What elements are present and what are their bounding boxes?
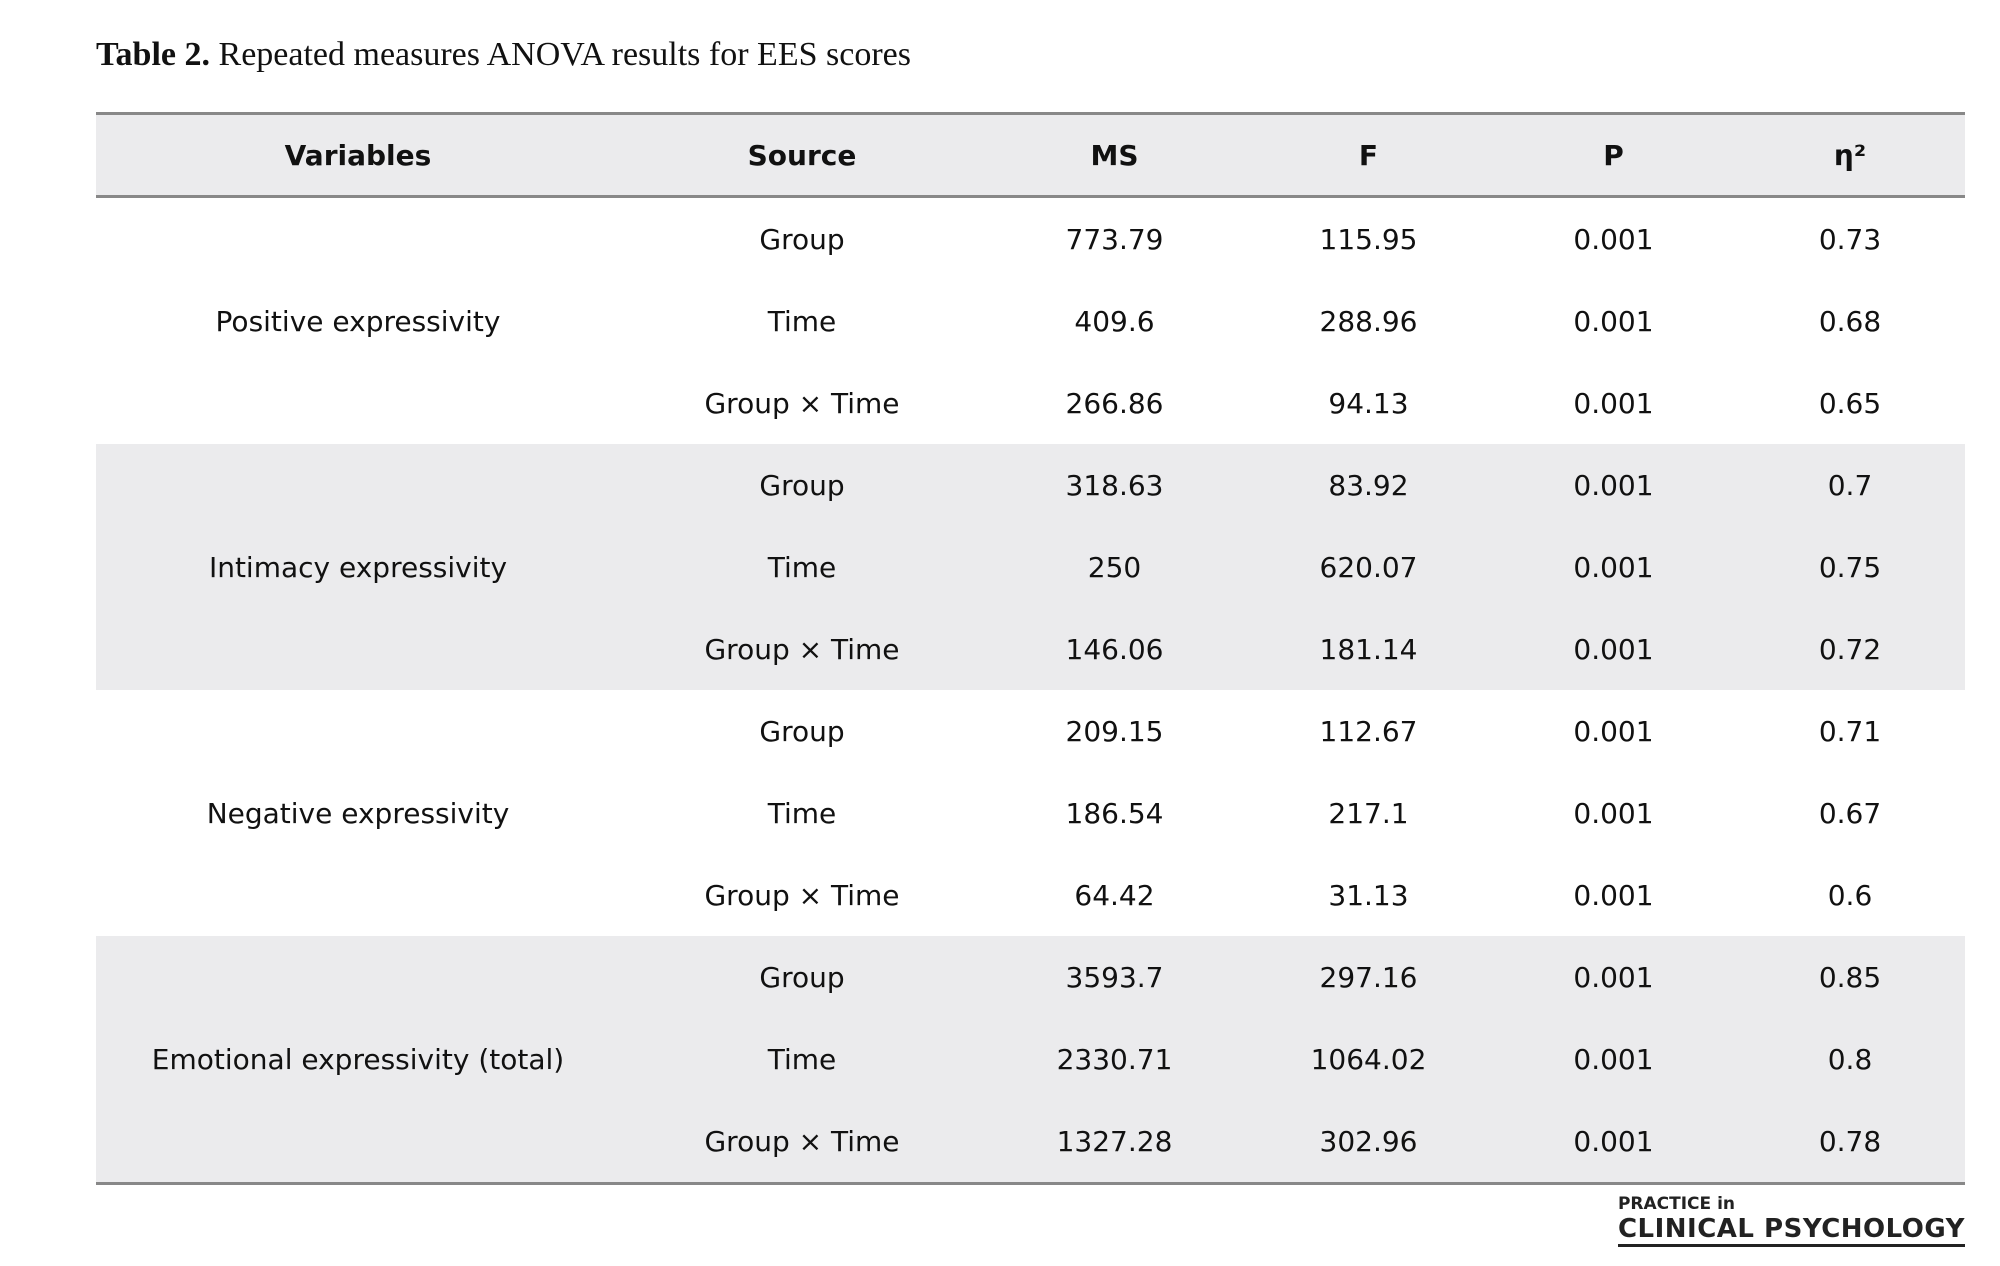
value-cell: 31.13 — [1328, 878, 1409, 912]
value-cell: 0.001 — [1573, 632, 1654, 666]
table-row: Time 186.54 217.1 0.001 0.67 — [96, 772, 1965, 854]
table-row: Group × Time 266.86 94.13 0.001 0.65 — [96, 362, 1965, 444]
value-cell: 0.73 — [1818, 222, 1882, 256]
source-cell: Group — [759, 222, 845, 256]
variable-cell: Intimacy expressivity — [208, 550, 508, 584]
source-cell: Time — [767, 1042, 837, 1076]
source-cell: Group × Time — [704, 632, 900, 666]
source-cell: Group × Time — [704, 1124, 900, 1158]
value-cell: 0.001 — [1573, 468, 1654, 502]
value-cell: 0.68 — [1818, 304, 1882, 338]
value-cell: 0.001 — [1573, 304, 1654, 338]
source-cell: Group × Time — [704, 386, 900, 420]
value-cell: 250 — [1087, 550, 1142, 584]
variable-group: Intimacy expressivity Group 318.63 83.92 0.0… — [96, 444, 1965, 690]
caption-text: Repeated measures ANOVA results for EES … — [218, 36, 911, 73]
column-header: Source — [747, 138, 857, 172]
value-cell: 186.54 — [1065, 796, 1164, 830]
value-cell: 0.72 — [1818, 632, 1882, 666]
column-header: F — [1358, 138, 1379, 172]
logo-bottom: CLINICAL PSYCHOLOGY — [1617, 1214, 1965, 1247]
value-cell: 0.001 — [1573, 1124, 1654, 1158]
value-cell: 181.14 — [1319, 632, 1418, 666]
value-cell: 318.63 — [1065, 468, 1164, 502]
value-cell: 773.79 — [1065, 222, 1164, 256]
value-cell: 64.42 — [1074, 878, 1155, 912]
variable-cell: Emotional expressivity (total) — [151, 1042, 565, 1076]
source-cell: Time — [767, 796, 837, 830]
value-cell: 0.78 — [1818, 1124, 1882, 1158]
value-cell: 0.001 — [1573, 714, 1654, 748]
value-cell: 0.001 — [1573, 386, 1654, 420]
variable-cell: Positive expressivity — [215, 304, 501, 338]
value-cell: 0.65 — [1818, 386, 1882, 420]
table-row: Time 2330.71 1064.02 0.001 0.8 — [96, 1018, 1965, 1100]
table-row: Positive expressivity Group 773.79 115.95 0.… — [96, 197, 1965, 338]
journal-logo: PRACTICE in CLINICAL PSYCHOLOGY — [1617, 1194, 1965, 1247]
column-header: P — [1603, 138, 1624, 172]
value-cell: 0.75 — [1818, 550, 1882, 584]
source-cell: Group — [759, 960, 845, 994]
source-cell: Time — [767, 304, 837, 338]
source-cell: Group — [759, 468, 845, 502]
value-cell: 302.96 — [1319, 1124, 1418, 1158]
value-cell: 0.71 — [1818, 714, 1882, 748]
table-row: Time 409.6 288.96 0.001 0.68 — [96, 280, 1965, 362]
value-cell: 209.15 — [1065, 714, 1164, 748]
source-cell: Group × Time — [704, 878, 900, 912]
value-cell: 146.06 — [1065, 632, 1164, 666]
variable-group: Emotional expressivity (total) Group 3593.… — [96, 936, 1965, 1184]
value-cell: 1064.02 — [1310, 1042, 1427, 1076]
value-cell: 217.1 — [1328, 796, 1409, 830]
value-cell: 0.001 — [1573, 222, 1654, 256]
value-cell: 94.13 — [1328, 386, 1409, 420]
table-row: Intimacy expressivity Group 318.63 83.92 0.0… — [96, 444, 1965, 584]
table-row: Negative expressivity Group 209.15 112.67 0.… — [96, 690, 1965, 830]
value-cell: 0.001 — [1573, 878, 1654, 912]
value-cell: 409.6 — [1074, 304, 1155, 338]
value-cell: 0.67 — [1818, 796, 1882, 830]
variable-group: Negative expressivity Group 209.15 112.67 0.… — [96, 690, 1965, 936]
value-cell: 83.92 — [1328, 468, 1409, 502]
value-cell: 0.85 — [1818, 960, 1882, 994]
source-cell: Group — [759, 714, 845, 748]
column-header: Variables — [284, 138, 432, 172]
column-header: MS — [1090, 138, 1139, 172]
variable-group: Positive expressivity Group 773.79 115.95 0.… — [96, 197, 1965, 445]
value-cell: 0.001 — [1573, 796, 1654, 830]
table-caption: Table 2. Repeated measures ANOVA results… — [96, 36, 911, 74]
column-header: η² — [1833, 138, 1867, 172]
value-cell: 0.001 — [1573, 550, 1654, 584]
variable-cell: Negative expressivity — [206, 796, 510, 830]
logo-top: PRACTICE in — [1617, 1194, 1735, 1214]
caption-label: Table 2. — [96, 36, 211, 73]
value-cell: 297.16 — [1319, 960, 1418, 994]
value-cell: 266.86 — [1065, 386, 1164, 420]
value-cell: 620.07 — [1319, 550, 1418, 584]
table-row: Time 250 620.07 0.001 0.75 — [96, 526, 1965, 608]
value-cell: 115.95 — [1319, 222, 1418, 256]
value-cell: 0.6 — [1827, 878, 1873, 912]
value-cell: 288.96 — [1319, 304, 1418, 338]
value-cell: 0.001 — [1573, 960, 1654, 994]
value-cell: 112.67 — [1319, 714, 1418, 748]
value-cell: 0.001 — [1573, 1042, 1654, 1076]
source-cell: Time — [767, 550, 837, 584]
table-row: Group × Time 1327.28 302.96 0.001 0.78 — [96, 1100, 1965, 1184]
table-row: Group × Time 146.06 181.14 0.001 0.72 — [96, 608, 1965, 690]
table-row: Emotional expressivity (total) Group 3593.… — [96, 936, 1965, 1076]
value-cell: 3593.7 — [1065, 960, 1164, 994]
value-cell: 0.8 — [1827, 1042, 1873, 1076]
value-cell: 1327.28 — [1056, 1124, 1173, 1158]
value-cell: 2330.71 — [1056, 1042, 1173, 1076]
value-cell: 0.7 — [1827, 468, 1873, 502]
table-row: Group × Time 64.42 31.13 0.001 0.6 — [96, 854, 1965, 936]
